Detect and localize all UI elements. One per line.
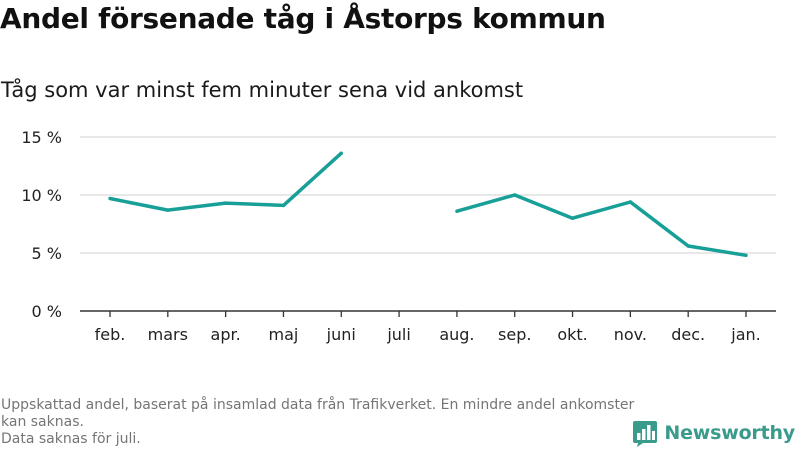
brand-logo-group: Newsworthy [632, 419, 795, 447]
bar-chart-bubble-icon [633, 421, 658, 447]
data-point [339, 151, 343, 155]
series-line-segment [456, 193, 747, 258]
y-tick-label: 0 % [32, 302, 62, 321]
data-point [108, 196, 112, 201]
x-tick-label: juli [386, 325, 410, 344]
data-point [223, 201, 228, 205]
x-tick-label: jan. [730, 325, 760, 344]
footnote-source-text: Uppskattad andel, baserat på insamlad da… [1, 397, 635, 430]
y-axis: 0 % 5 % 10 % 15 % [21, 128, 62, 321]
x-tick-label: sep. [498, 325, 531, 344]
footnote-missing-data-text: Data saknas för juli. [1, 431, 141, 447]
x-tick-label: maj [269, 325, 299, 344]
data-point [628, 200, 633, 204]
x-tick-label: okt. [557, 325, 587, 344]
x-tick-label: juni [326, 325, 356, 344]
data-point [570, 216, 575, 220]
y-tick-label: 10 % [21, 186, 62, 205]
chart-title: Andel försenade tåg i Åstorps kommun [0, 2, 606, 35]
footnote: Uppskattad andel, baserat på insamlad da… [1, 397, 641, 448]
y-tick-label: 5 % [32, 244, 62, 263]
x-tick-label: dec. [671, 325, 705, 344]
x-tick-label: apr. [211, 325, 241, 344]
x-axis: feb. mars apr. maj juni juli aug. sep. okt. nov. d… [80, 310, 776, 344]
chart-subtitle: Tåg som var minst fem minuter sena vid a… [1, 78, 524, 102]
data-point [281, 203, 286, 208]
x-tick-label: aug. [439, 325, 474, 344]
series-layer [108, 151, 748, 258]
x-tick-label: feb. [95, 325, 126, 344]
data-point [455, 209, 459, 213]
data-point [166, 208, 170, 212]
data-point [513, 193, 517, 197]
data-point [686, 244, 690, 248]
y-tick-label: 15 % [21, 128, 62, 147]
line-chart: 0 % 5 % 10 % 15 % feb. mars apr. maj juni juli au… [21, 128, 776, 344]
data-point [744, 253, 748, 258]
x-tick-label: mars [148, 325, 188, 344]
brand-name: Newsworthy [664, 422, 795, 444]
grid-layer [80, 136, 776, 254]
x-tick-label: nov. [614, 325, 647, 344]
